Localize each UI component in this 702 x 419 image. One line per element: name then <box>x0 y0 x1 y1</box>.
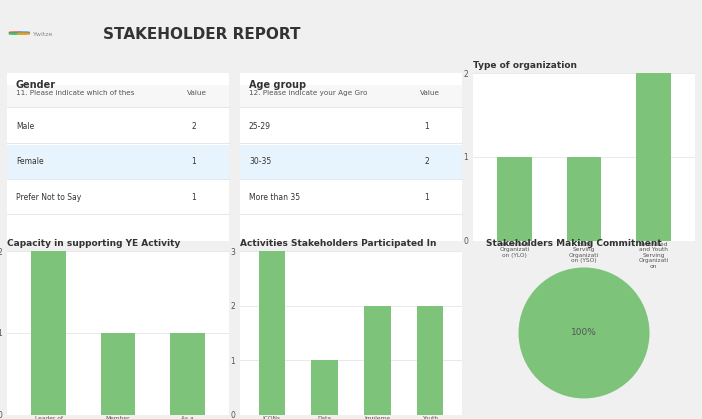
Bar <box>636 73 670 241</box>
Text: Activities Stakeholders Participated In: Activities Stakeholders Participated In <box>240 238 437 248</box>
Circle shape <box>18 33 29 34</box>
Circle shape <box>9 32 22 33</box>
Text: Female: Female <box>16 158 44 166</box>
FancyBboxPatch shape <box>7 145 229 178</box>
Text: 12. Please indicate your Age Gro: 12. Please indicate your Age Gro <box>249 90 367 96</box>
Text: Ywitze: Ywitze <box>33 32 53 37</box>
Text: STAKEHOLDER REPORT: STAKEHOLDER REPORT <box>103 27 301 42</box>
FancyBboxPatch shape <box>240 110 462 143</box>
FancyBboxPatch shape <box>240 180 462 214</box>
Text: 100%: 100% <box>571 328 597 337</box>
Text: More than 35: More than 35 <box>249 193 300 202</box>
Bar <box>364 305 390 415</box>
FancyBboxPatch shape <box>240 85 462 106</box>
Text: Gender: Gender <box>16 80 56 90</box>
Text: Male: Male <box>16 122 34 131</box>
Bar <box>312 360 338 415</box>
Text: 1: 1 <box>424 193 429 202</box>
Text: Age group: Age group <box>249 80 306 90</box>
Text: 1: 1 <box>191 158 196 166</box>
Bar <box>170 333 205 415</box>
Text: 2: 2 <box>424 158 429 166</box>
Wedge shape <box>519 267 649 398</box>
Text: Value: Value <box>187 90 207 96</box>
Text: Stakeholders Making Commitment: Stakeholders Making Commitment <box>486 238 661 248</box>
Bar <box>417 305 444 415</box>
Text: 1: 1 <box>424 122 429 131</box>
Bar <box>32 251 66 415</box>
Text: Capacity in supporting YE Activity: Capacity in supporting YE Activity <box>7 238 180 248</box>
FancyBboxPatch shape <box>7 110 229 143</box>
Bar <box>258 251 285 415</box>
Text: 30-35: 30-35 <box>249 158 271 166</box>
Circle shape <box>18 32 29 33</box>
FancyBboxPatch shape <box>7 180 229 214</box>
Text: Value: Value <box>420 90 439 96</box>
Text: 25-29: 25-29 <box>249 122 271 131</box>
Text: 2: 2 <box>191 122 196 131</box>
Circle shape <box>9 33 22 34</box>
Bar <box>100 333 135 415</box>
FancyBboxPatch shape <box>240 145 462 178</box>
Bar <box>567 157 602 241</box>
Bar <box>497 157 532 241</box>
Text: Prefer Not to Say: Prefer Not to Say <box>16 193 81 202</box>
Text: 11. Please indicate which of thes: 11. Please indicate which of thes <box>16 90 134 96</box>
Text: Type of organization: Type of organization <box>473 60 577 70</box>
Text: 1: 1 <box>191 193 196 202</box>
FancyBboxPatch shape <box>7 85 229 106</box>
